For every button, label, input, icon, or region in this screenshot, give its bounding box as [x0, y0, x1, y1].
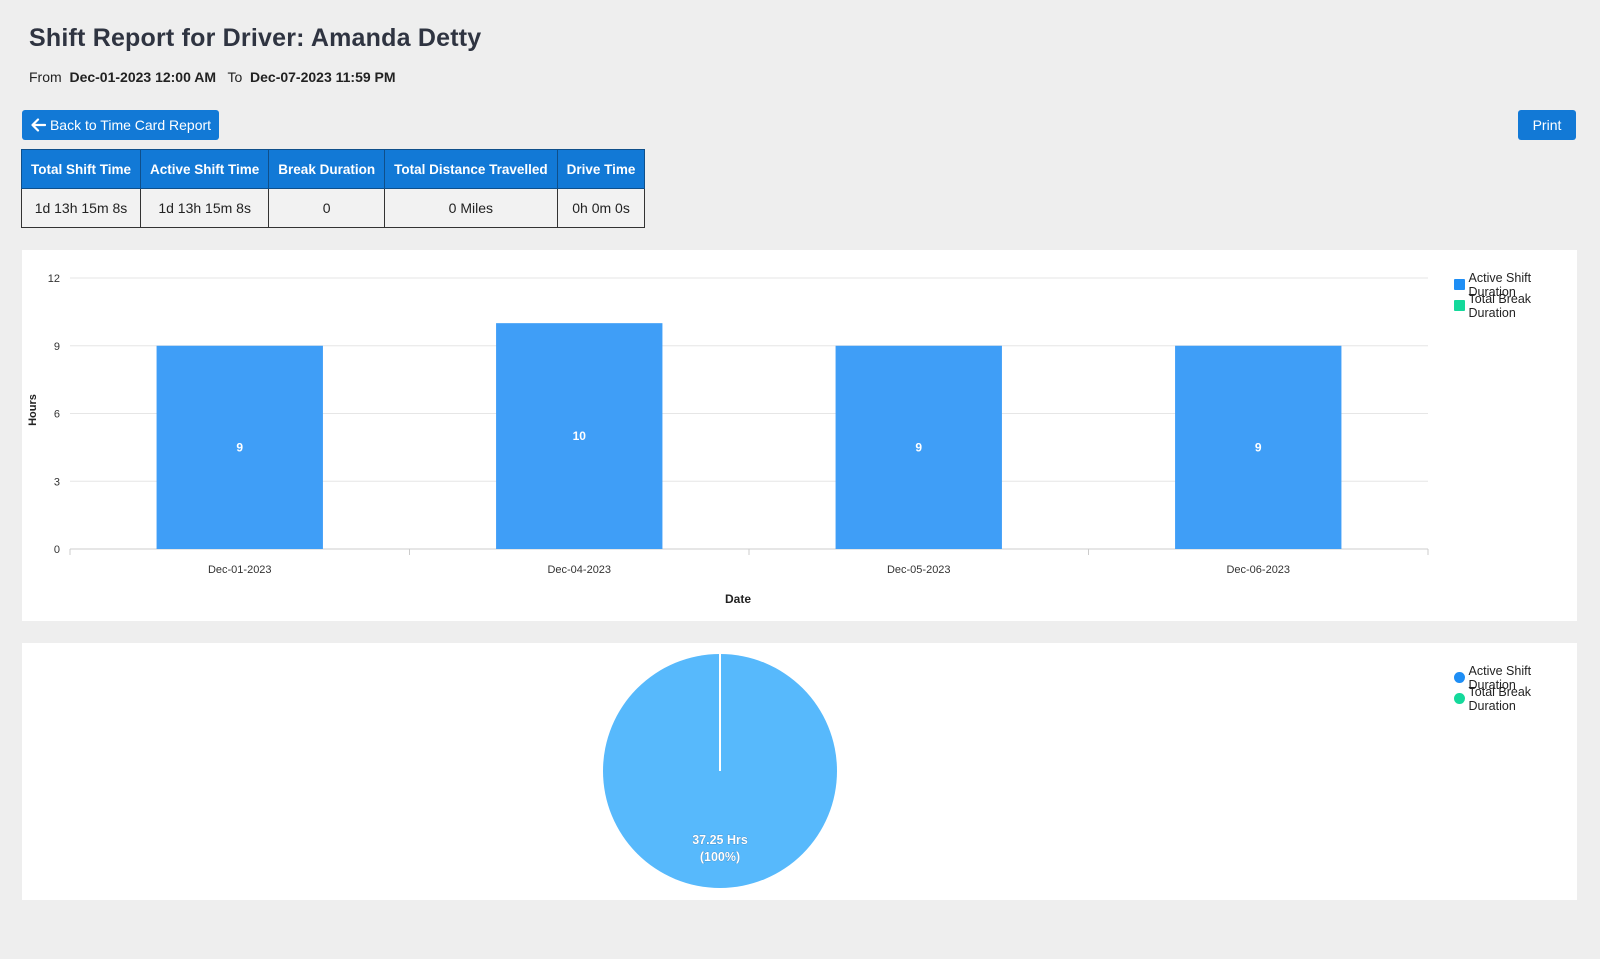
- y-axis-title: Hours: [27, 394, 39, 426]
- y-tick-label: 12: [48, 273, 60, 285]
- bar-data-label: 10: [573, 429, 587, 443]
- legend-swatch-break: [1454, 300, 1465, 311]
- bar-legend: Active Shift Duration Total Break Durati…: [1454, 271, 1577, 320]
- pie-legend-item-active[interactable]: Active Shift Duration: [1454, 664, 1577, 692]
- bar-active-shift-duration[interactable]: [156, 345, 323, 549]
- bar-data-label: 9: [236, 440, 243, 454]
- summary-header-row: Total Shift Time Active Shift Time Break…: [20, 149, 646, 189]
- bar-data-label: 9: [915, 440, 922, 454]
- legend-label-active: Active Shift Duration: [1468, 270, 1532, 299]
- from-value: Dec-01-2023 12:00 AM: [69, 69, 217, 85]
- print-button[interactable]: Print: [1518, 110, 1576, 140]
- page-title: Shift Report for Driver: Amanda Detty: [29, 24, 482, 52]
- back-button-label: Back to Time Card Report: [49, 117, 212, 133]
- summary-value-total-distance: 0 Miles: [384, 188, 558, 228]
- pie-legend-swatch-break: [1454, 693, 1465, 704]
- x-tick-label: Dec-04-2023: [547, 564, 611, 576]
- pie-legend-label-active: Active Shift Duration: [1468, 663, 1532, 692]
- bar-chart: 0 3 6 9 12 9 10 9 9 Dec-01-2023 Dec-04-2023 Dec-0…: [27, 273, 1429, 606]
- y-tick-label: 9: [54, 341, 60, 353]
- pie-legend-label-break: Total Break Duration: [1468, 684, 1532, 713]
- summary-header-drive-time: Drive Time: [556, 149, 646, 189]
- x-tick-label: Dec-01-2023: [208, 564, 272, 576]
- summary-table: Total Shift Time Active Shift Time Break…: [20, 149, 646, 228]
- pie-chart-panel: 37.25 Hrs (100%) Active Shift Duration T…: [22, 643, 1577, 900]
- arrow-left-icon: [31, 118, 46, 132]
- date-range: From Dec-01-2023 12:00 AM To Dec-07-2023…: [29, 69, 396, 85]
- summary-value-drive-time: 0h 0m 0s: [556, 188, 646, 228]
- to-label: To: [227, 69, 243, 85]
- summary-value-active-shift-time: 1d 13h 15m 8s: [140, 188, 270, 228]
- summary-value-row: 1d 13h 15m 8s 1d 13h 15m 8s 0 0 Miles 0h…: [20, 188, 646, 228]
- y-tick-label: 0: [54, 544, 60, 556]
- summary-header-total-distance: Total Distance Travelled: [384, 149, 558, 189]
- to-value: Dec-07-2023 11:59 PM: [250, 69, 396, 85]
- x-axis-title: Date: [725, 592, 751, 606]
- y-tick-label: 6: [54, 409, 60, 421]
- legend-item-active[interactable]: Active Shift Duration: [1454, 271, 1577, 299]
- bar-active-shift-duration[interactable]: [1175, 345, 1342, 549]
- x-tick-label: Dec-05-2023: [887, 564, 951, 576]
- bar-active-shift-duration[interactable]: [496, 323, 663, 549]
- bar-active-shift-duration[interactable]: [835, 345, 1002, 549]
- pie-legend-item-break[interactable]: Total Break Duration: [1454, 685, 1577, 713]
- summary-header-active-shift-time: Active Shift Time: [140, 149, 270, 189]
- summary-header-break-duration: Break Duration: [268, 149, 386, 189]
- summary-value-break-duration: 0: [268, 188, 386, 228]
- bar-chart-panel: 0 3 6 9 12 9 10 9 9 Dec-01-2023 Dec-04-2023 Dec-0…: [22, 250, 1577, 621]
- pie-label-percent: (100%): [700, 850, 740, 864]
- summary-header-total-shift-time: Total Shift Time: [20, 149, 142, 189]
- legend-item-break[interactable]: Total Break Duration: [1454, 292, 1577, 320]
- summary-value-total-shift-time: 1d 13h 15m 8s: [20, 188, 142, 228]
- back-to-time-card-report-button[interactable]: Back to Time Card Report: [22, 110, 219, 140]
- legend-swatch-active: [1454, 279, 1465, 290]
- pie-legend-swatch-active: [1454, 672, 1465, 683]
- from-label: From: [29, 69, 62, 85]
- pie-label-value: 37.25 Hrs: [692, 833, 748, 847]
- pie-chart: 37.25 Hrs (100%): [603, 654, 837, 888]
- bar-data-label: 9: [1255, 440, 1262, 454]
- y-tick-label: 3: [54, 476, 60, 488]
- x-tick-label: Dec-06-2023: [1226, 564, 1290, 576]
- pie-legend: Active Shift Duration Total Break Durati…: [1454, 664, 1577, 713]
- legend-label-break: Total Break Duration: [1468, 291, 1532, 320]
